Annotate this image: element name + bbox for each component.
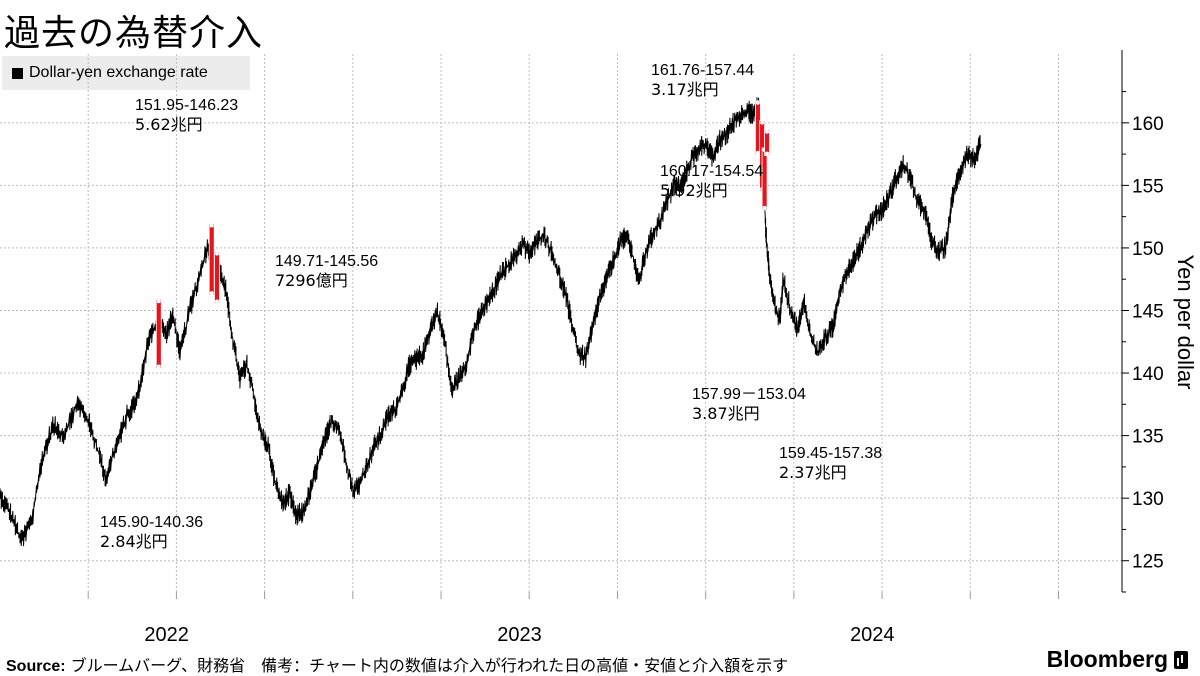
annotation-range: 157.99－153.04: [692, 386, 806, 403]
annotation-range: 159.45-157.38: [779, 445, 882, 462]
y-axis: 125 130 135 140 145 150 155 160: [1121, 50, 1164, 593]
intervention-layer: [155, 100, 770, 369]
intervention-low-dot: [765, 151, 770, 156]
y-tick-label: 135: [1132, 427, 1164, 448]
annotation-amount: 5.62兆円: [135, 115, 203, 134]
intervention-low-dot: [762, 205, 767, 210]
legend-label: Dollar-yen exchange rate: [29, 64, 208, 81]
y-tick-label: 130: [1132, 489, 1164, 510]
page-title: 過去の為替介入: [4, 13, 264, 54]
y-tick-label: 125: [1132, 552, 1164, 573]
intervention-low-dot: [214, 299, 219, 304]
y-axis-label: Yen per dollar: [1173, 255, 1198, 390]
intervention-bar: [214, 251, 220, 304]
x-tick-label: 2024: [850, 624, 895, 646]
annotation-range: 151.95-146.23: [135, 97, 238, 114]
intervention-low-dot: [209, 291, 214, 296]
intervention-high-dot: [209, 223, 214, 228]
x-axis: 2022 2023 2024: [87, 592, 1059, 646]
source-label: Source:: [6, 658, 66, 675]
annotation-range: 149.71-145.56: [275, 253, 378, 270]
annotation-amount: 5.92兆円: [660, 181, 728, 200]
annotation-amount: 3.87兆円: [692, 404, 760, 423]
intervention-high-dot: [760, 120, 765, 125]
intervention-low-dot: [755, 150, 760, 155]
y-tick-label: 140: [1132, 364, 1164, 385]
intervention-high-dot: [214, 251, 219, 256]
source-note: Source: ブルームバーグ、財務省 備考：チャート内の数値は介入が行われた日…: [6, 652, 788, 676]
intervention-high-dot: [765, 129, 770, 134]
legend-swatch: [12, 67, 23, 79]
intervention-low-dot: [156, 364, 161, 369]
intervention-bar: [155, 298, 162, 369]
y-tick-label: 145: [1132, 301, 1164, 322]
intervention-high-dot: [156, 299, 161, 304]
annotation-range: 145.90-140.36: [100, 514, 203, 531]
annotation-amount: 2.84兆円: [100, 532, 168, 551]
brand-name: Bloomberg: [1046, 646, 1168, 672]
y-tick-label: 155: [1132, 176, 1164, 197]
intervention-bar: [208, 223, 215, 296]
annotation-range: 161.76-157.44: [651, 62, 754, 79]
y-tick-label: 160: [1132, 114, 1164, 135]
annotation-amount: 2.37兆円: [779, 463, 847, 482]
x-tick-label: 2022: [144, 624, 189, 646]
y-tick-label: 150: [1132, 239, 1164, 260]
source-text: ブルームバーグ、財務省 備考：チャート内の数値は介入が行われた日の高値・安値と介…: [65, 656, 789, 675]
x-tick-label: 2023: [497, 624, 541, 646]
bloomberg-terminal-icon: [1174, 650, 1188, 669]
intervention-high-dot: [755, 100, 760, 105]
annotation-range: 160.17-154.54: [660, 163, 763, 180]
annotation-amount: 7296億円: [275, 271, 348, 290]
annotation-amount: 3.17兆円: [651, 80, 719, 99]
brand-logo: Bloomberg: [1047, 646, 1188, 673]
grid-layer: [0, 54, 1122, 592]
annotation-layer: 145.90-140.362.84兆円 151.95-146.235.62兆円 14…: [100, 62, 882, 551]
chart-legend: Dollar-yen exchange rate: [2, 56, 250, 90]
